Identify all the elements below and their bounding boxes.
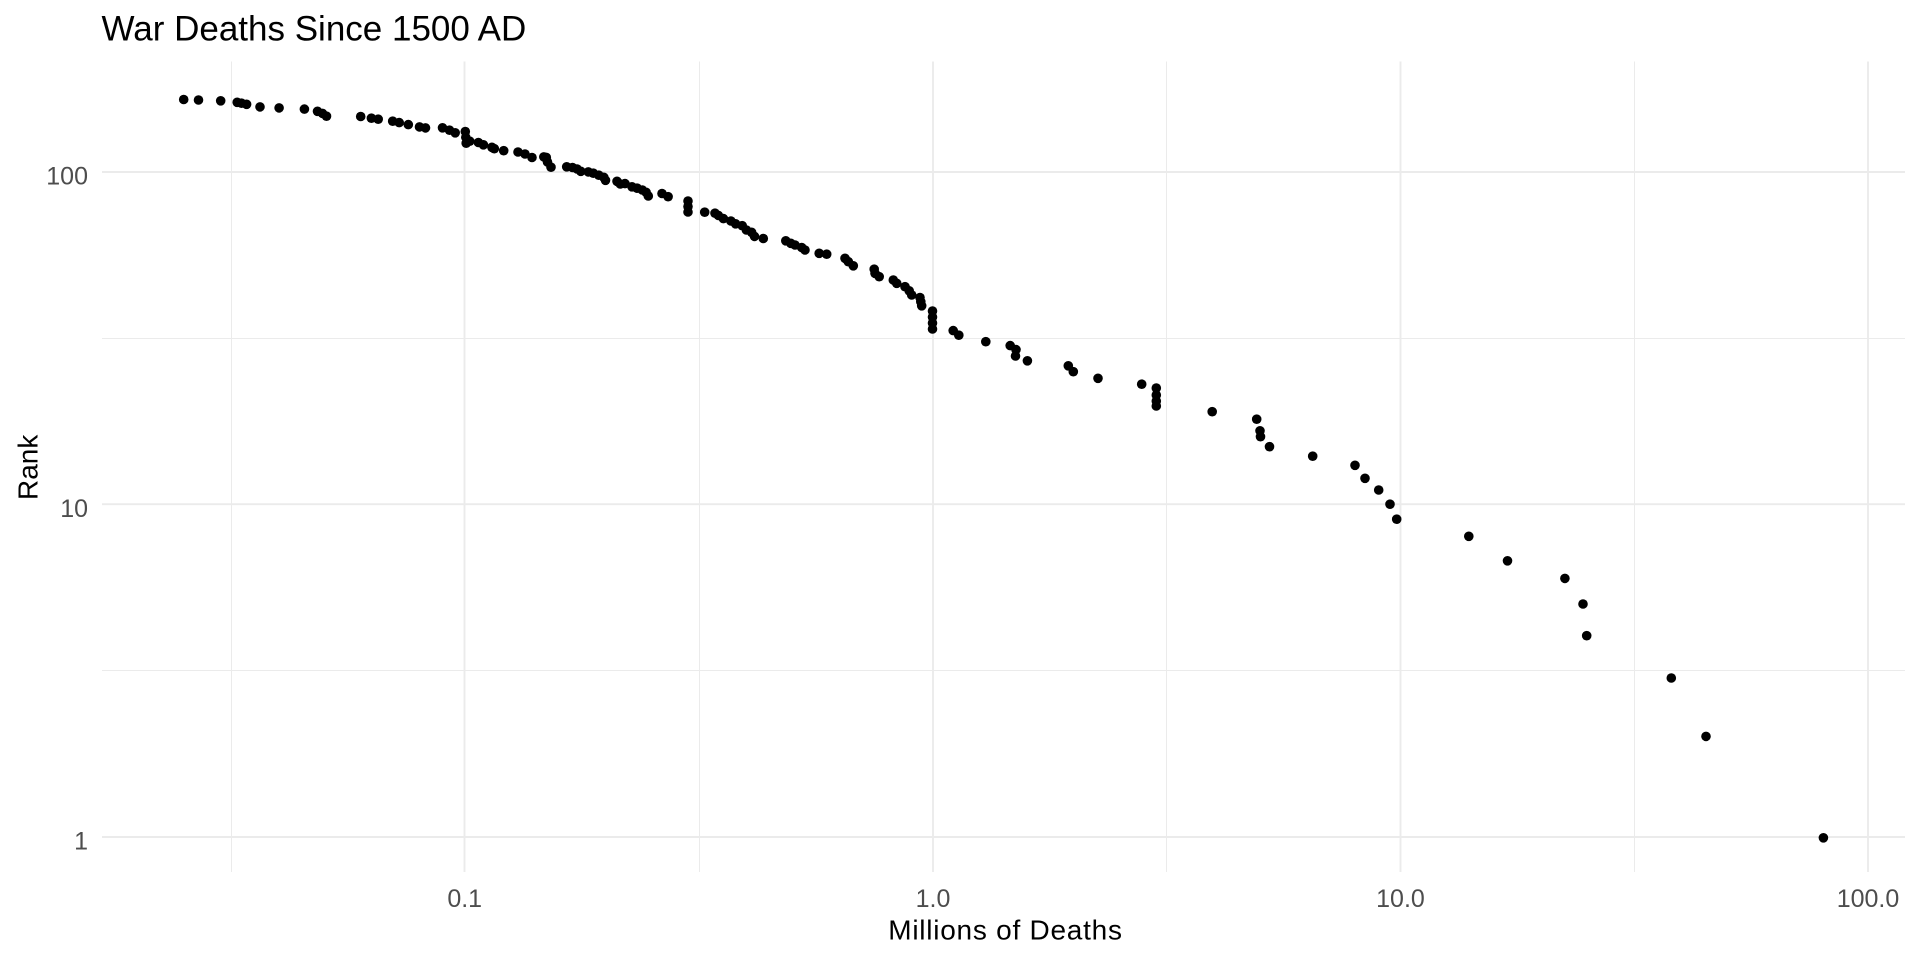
svg-text:1: 1 — [74, 827, 88, 855]
svg-text:0.1: 0.1 — [447, 885, 482, 913]
svg-text:1.0: 1.0 — [916, 885, 951, 913]
svg-text:Rank: Rank — [12, 434, 43, 500]
svg-text:100: 100 — [46, 163, 88, 191]
svg-text:10: 10 — [60, 495, 88, 523]
svg-text:10.0: 10.0 — [1376, 885, 1425, 913]
svg-text:100.0: 100.0 — [1837, 885, 1900, 913]
svg-text:War Deaths Since 1500 AD: War Deaths Since 1500 AD — [102, 10, 527, 49]
svg-text:Millions of Deaths: Millions of Deaths — [888, 914, 1122, 945]
